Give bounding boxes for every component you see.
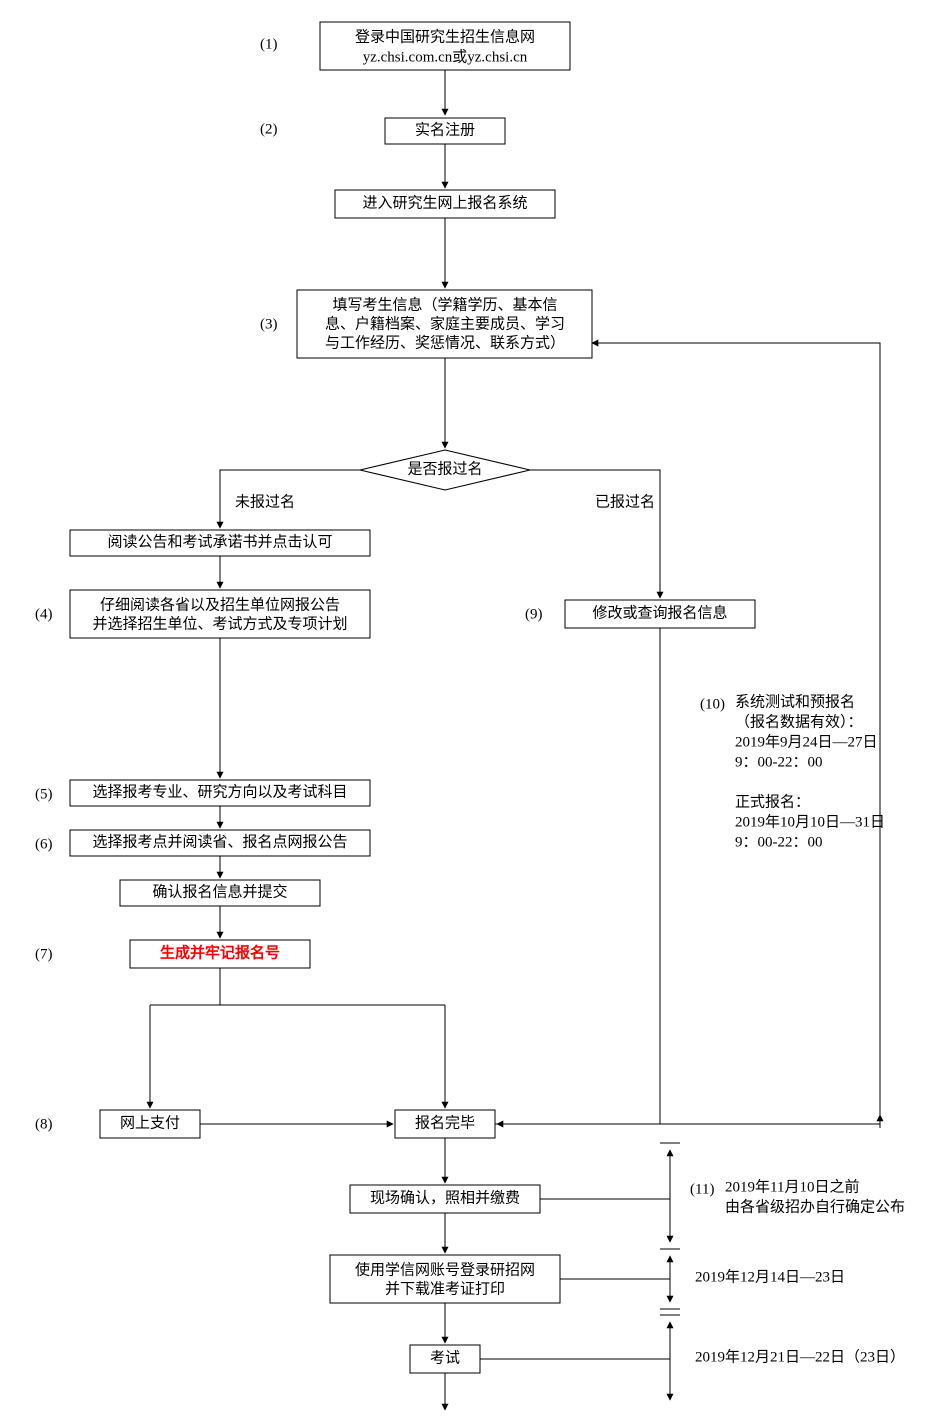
- node-register-text: 实名注册: [415, 121, 475, 138]
- side-11-l1: 2019年11月10日之前: [725, 1179, 859, 1196]
- side-10-l7: 9：00-22：00: [735, 835, 823, 851]
- node-login-line2: yz.chsi.com.cn或yz.chsi.cn: [363, 48, 528, 65]
- side-10-l4: 9：00-22：00: [735, 755, 823, 771]
- node-exam-text: 考试: [430, 1349, 460, 1366]
- label-9: (9): [525, 606, 543, 622]
- label-11: (11): [690, 1181, 714, 1197]
- timeline-10-bracket: [495, 343, 880, 1124]
- side-11-l2: 由各省级招办自行确定公布: [725, 1199, 905, 1216]
- label-8: (8): [35, 1116, 53, 1132]
- label-3: (3): [260, 316, 278, 332]
- node-fill-l3: 与工作经历、奖惩情况、联系方式）: [325, 334, 565, 351]
- branch-yes-label: 已报过名: [595, 493, 655, 510]
- node-onsite-text: 现场确认，照相并缴费: [370, 1189, 520, 1206]
- flowchart-canvas: (1) 登录中国研究生招生信息网 yz.chsi.com.cn或yz.chsi.…: [0, 0, 943, 1421]
- side-13: 2019年12月21日—22日（23日）: [695, 1349, 905, 1366]
- node-modify-text: 修改或查询报名信息: [592, 604, 727, 621]
- side-10-l3: 2019年9月24日—27日: [735, 734, 878, 751]
- node-read-prov-l1: 仔细阅读各省以及招生单位网报公告: [100, 596, 340, 613]
- node-fill-l1: 填写考生信息（学籍学历、基本信: [332, 296, 557, 313]
- label-2: (2): [260, 121, 278, 137]
- node-enter-text: 进入研究生网上报名系统: [362, 194, 527, 211]
- edge-decision-right: [530, 470, 660, 598]
- node-done-text: 报名完毕: [415, 1114, 475, 1131]
- side-10-l2: （报名数据有效）：: [735, 714, 863, 731]
- label-1: (1): [260, 36, 278, 52]
- node-read-ack-text: 阅读公告和考试承诺书并点击认可: [107, 533, 332, 550]
- node-print-l2: 并下载准考证打印: [385, 1280, 505, 1297]
- node-read-prov-l2: 并选择招生单位、考试方式及专项计划: [92, 615, 347, 632]
- edge-modify-done: [497, 628, 660, 1124]
- label-10: (10): [700, 696, 725, 712]
- label-6: (6): [35, 836, 53, 852]
- side-12: 2019年12月14日—23日: [695, 1269, 845, 1286]
- node-decision-text: 是否报过名: [407, 460, 482, 477]
- node-select-point-text: 选择报考点并阅读省、报名点网报公告: [92, 833, 347, 850]
- node-print-l1: 使用学信网账号登录研招网: [355, 1261, 535, 1278]
- node-pay-text: 网上支付: [120, 1114, 180, 1131]
- label-5: (5): [35, 786, 53, 802]
- label-4: (4): [35, 606, 53, 622]
- node-gen-number-text: 生成并牢记报名号: [160, 943, 280, 961]
- node-login-line1: 登录中国研究生招生信息网: [355, 28, 535, 45]
- node-fill-l2: 息、户籍档案、家庭主要成员、学习: [325, 314, 565, 332]
- side-10-l5: 正式报名：: [735, 794, 810, 811]
- label-7: (7): [35, 946, 53, 962]
- side-10-l1: 系统测试和预报名: [735, 694, 855, 711]
- branch-no-label: 未报过名: [235, 493, 295, 510]
- side-10-l6: 2019年10月10日—31日: [735, 814, 885, 831]
- node-select-major-text: 选择报考专业、研究方向以及考试科目: [92, 783, 347, 800]
- node-confirm-text: 确认报名信息并提交: [152, 882, 287, 900]
